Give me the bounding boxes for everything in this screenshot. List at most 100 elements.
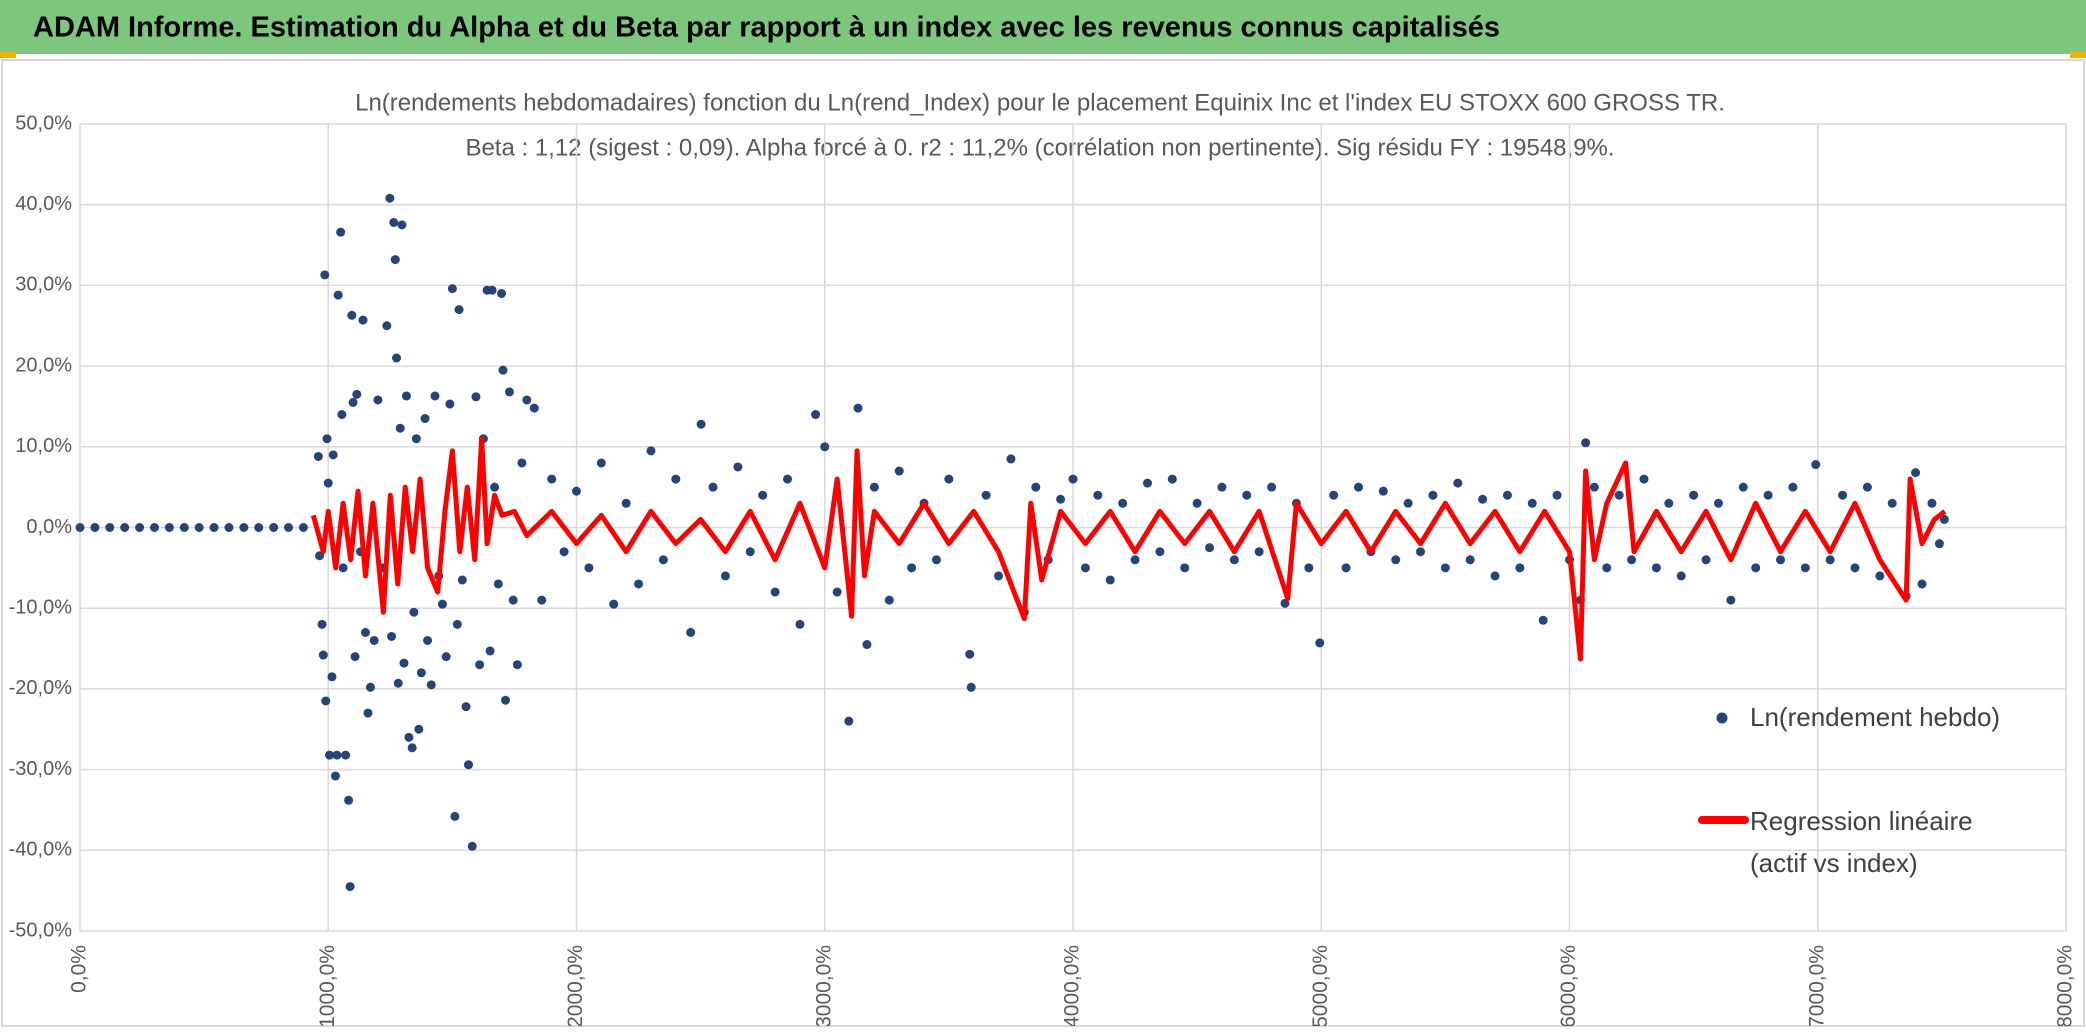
header-title: ADAM Informe. Estimation du Alpha et du … [33, 12, 1500, 44]
data-point [1538, 615, 1548, 625]
data-point [1676, 571, 1686, 581]
data-point [485, 646, 495, 656]
data-point [450, 811, 460, 821]
data-point [1403, 498, 1413, 508]
data-point [135, 523, 145, 532]
data-point [981, 490, 991, 500]
data-point [745, 547, 755, 557]
data-point [399, 658, 409, 668]
data-point [547, 474, 557, 484]
y-tick-label: 10,0% [15, 435, 72, 457]
data-point [90, 523, 100, 532]
data-point [414, 724, 424, 734]
data-point [461, 702, 471, 712]
data-point [1180, 563, 1190, 573]
data-point [1701, 555, 1711, 565]
data-point [397, 220, 407, 230]
data-point [452, 619, 462, 629]
data-point [395, 423, 405, 433]
data-point [596, 458, 606, 468]
data-point [352, 389, 362, 399]
data-point [884, 595, 894, 605]
data-point [1581, 438, 1591, 448]
data-point [512, 660, 522, 670]
data-point [313, 451, 323, 461]
data-point [382, 321, 392, 331]
data-point [390, 255, 400, 265]
data-point [347, 310, 357, 320]
data-point [1118, 498, 1128, 508]
data-point [318, 650, 328, 660]
y-tick-label: 40,0% [15, 193, 72, 215]
data-point [490, 482, 500, 492]
data-point [708, 482, 718, 492]
data-point [1800, 563, 1810, 573]
data-point [621, 498, 631, 508]
data-point [179, 523, 189, 532]
data-point [1130, 555, 1140, 565]
data-point [1862, 482, 1872, 492]
data-point [572, 486, 581, 496]
data-point [409, 607, 419, 617]
data-point [811, 410, 821, 420]
data-point [1788, 482, 1798, 492]
data-point [1911, 468, 1921, 478]
data-point [373, 395, 383, 405]
data-point [454, 305, 464, 315]
data-point [1527, 498, 1537, 508]
data-point [658, 555, 668, 565]
data-point [1304, 563, 1314, 573]
data-point [389, 217, 399, 227]
chart-subtitle: Beta : 1,12 (sigest : 0,09). Alpha forcé… [465, 134, 1614, 161]
x-tick-label: 6000,0% [1557, 945, 1580, 1028]
data-point [1917, 579, 1927, 589]
data-point [437, 599, 447, 609]
data-point [686, 627, 696, 637]
y-tick-label: 30,0% [15, 274, 72, 296]
data-point [720, 571, 730, 581]
data-point [844, 716, 854, 726]
data-point [401, 391, 411, 401]
data-point [360, 627, 370, 637]
data-point [416, 668, 426, 678]
data-point [330, 771, 340, 781]
legend-label: Regression linéaire (actif vs index) [1750, 806, 1973, 878]
legend-label: Ln(rendement hebdo) [1750, 702, 2000, 732]
data-point [1428, 490, 1438, 500]
data-point [269, 523, 279, 532]
data-point [254, 523, 264, 532]
y-tick-label: -20,0% [9, 677, 73, 699]
data-point [1353, 482, 1363, 492]
data-point [457, 575, 467, 585]
data-point [358, 315, 368, 325]
y-tick-label: 50,0% [15, 112, 72, 134]
data-point [467, 841, 477, 851]
data-point [338, 563, 348, 573]
data-point [783, 474, 793, 484]
data-point [501, 695, 511, 705]
data-point [1280, 598, 1290, 608]
data-point [1254, 547, 1264, 557]
data-point [1229, 555, 1239, 565]
x-tick-label: 2000,0% [564, 945, 587, 1028]
data-point [1552, 490, 1562, 500]
data-point [1726, 595, 1736, 605]
data-point [120, 523, 130, 532]
data-point [1490, 571, 1500, 581]
data-point [832, 587, 842, 597]
data-point [1627, 555, 1637, 565]
data-point [1378, 486, 1388, 496]
data-point [337, 410, 347, 420]
data-point [862, 640, 872, 650]
data-point [1738, 482, 1748, 492]
data-point [1341, 563, 1351, 573]
data-point [1651, 563, 1661, 573]
data-point [464, 760, 474, 770]
data-point [164, 523, 174, 532]
data-point [1811, 460, 1821, 470]
data-point [1192, 498, 1202, 508]
data-point [1329, 490, 1339, 500]
data-point [504, 387, 514, 397]
data-point [317, 619, 327, 629]
